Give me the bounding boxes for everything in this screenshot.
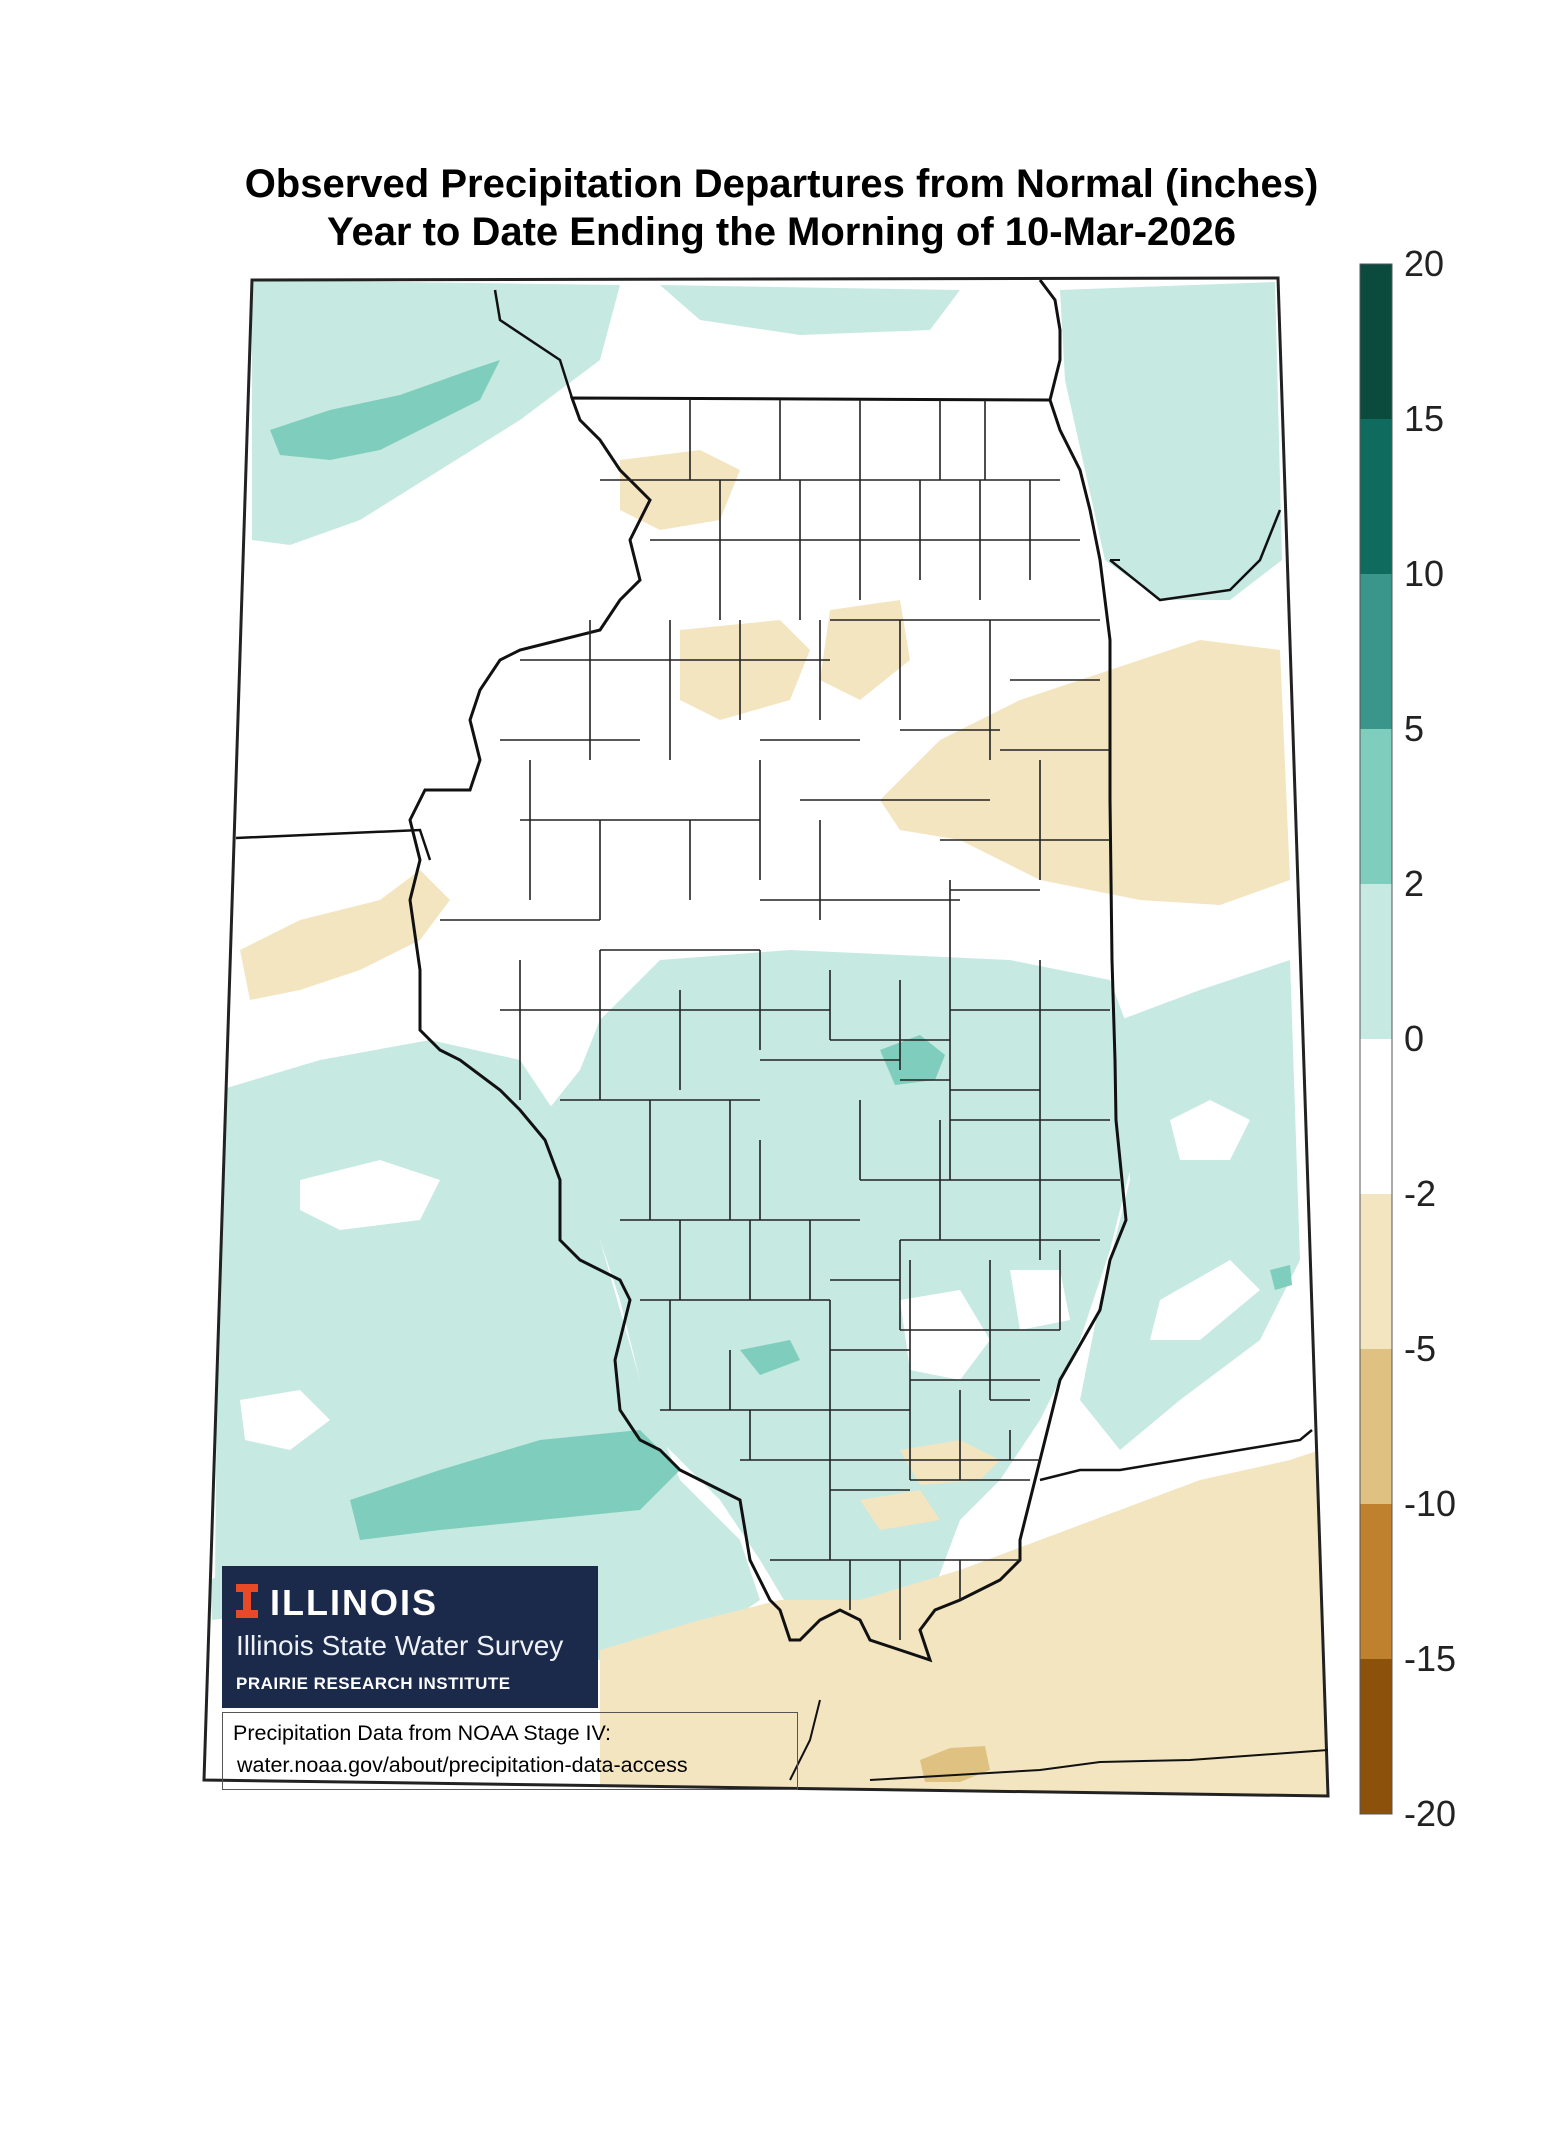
- region-nw-medium: [270, 360, 500, 460]
- region-ncentral-tan: [680, 620, 810, 720]
- logo-institute-name: PRAIRIE RESEARCH INSTITUTE: [236, 1674, 511, 1693]
- colorbar-bin: [1360, 1194, 1392, 1349]
- colorbar-tick-label: 2: [1404, 863, 1425, 904]
- logo-wordmark: ILLINOIS: [270, 1582, 438, 1623]
- lake-michigan-shore: [1038, 279, 1062, 401]
- colorbar-bin: [1360, 264, 1392, 419]
- wisconsin-iowa-line: [493, 289, 574, 399]
- region-se-tan: [900, 1440, 1000, 1485]
- colorbar-tick-label: 5: [1404, 708, 1425, 749]
- map-title-line2: Year to Date Ending the Morning of 10-Ma…: [326, 210, 1237, 254]
- source-line-1: Precipitation Data from NOAA Stage IV:: [233, 1721, 612, 1745]
- colorbar-border: [1359, 263, 1393, 1815]
- county-boundaries: [440, 400, 1120, 1640]
- departure-field: [204, 278, 1328, 1796]
- colorbar-bin: [1360, 419, 1392, 574]
- tennessee-line: [869, 1749, 1329, 1781]
- region-east-teal: [1080, 960, 1300, 1450]
- colorbar-bin: [1360, 1504, 1392, 1659]
- region-sw-medium: [350, 1430, 680, 1540]
- lake-michigan-east-shore: [1109, 509, 1282, 602]
- region-west-tan: [240, 870, 450, 1000]
- colorbar-bin: [1360, 884, 1392, 1039]
- colorbar-tick-label: 10: [1404, 553, 1445, 594]
- region-ne-tan: [880, 640, 1290, 905]
- logo-agency-name: Illinois State Water Survey: [236, 1630, 564, 1661]
- region-north-teal: [660, 285, 960, 335]
- colorbar-bin: [1360, 729, 1392, 884]
- colorbar-tick-label: -5: [1404, 1328, 1437, 1369]
- illinois-state-boundary: [408, 396, 1128, 1663]
- region-north-tan: [620, 450, 740, 530]
- colorbar-bin: [1360, 574, 1392, 729]
- data-source-note: Precipitation Data from NOAA Stage IV: w…: [222, 1712, 798, 1790]
- region-lake-michigan: [1060, 282, 1282, 600]
- colorbar-tick-label: -20: [1404, 1793, 1457, 1834]
- region-central-medium: [880, 1035, 945, 1085]
- colorbar-tick-label: 0: [1404, 1018, 1425, 1059]
- source-line-2: water.noaa.gov/about/precipitation-data-…: [237, 1753, 688, 1777]
- kentucky-river-line: [1039, 1429, 1313, 1482]
- map-frame: [202, 276, 1330, 1798]
- colorbar: [1359, 263, 1393, 1815]
- colorbar-tick-label: -15: [1404, 1638, 1457, 1679]
- iowa-missouri-line: [235, 828, 432, 861]
- map-title-line1: Observed Precipitation Departures from N…: [244, 162, 1319, 206]
- colorbar-bin: [1360, 1659, 1392, 1814]
- missouri-arkansas-line: [789, 1699, 821, 1781]
- region-sse-tan: [860, 1490, 940, 1530]
- colorbar-bin: [1360, 1349, 1392, 1504]
- colorbar-tick-label: 20: [1404, 243, 1445, 284]
- colorbar-tick-label: 15: [1404, 398, 1445, 439]
- isws-logo: ILLINOIS Illinois State Water Survey PRA…: [222, 1566, 598, 1708]
- colorbar-tick-label: -10: [1404, 1483, 1457, 1524]
- region-ncentral2-tan: [820, 600, 910, 700]
- block-i-icon: [236, 1584, 258, 1618]
- colorbar-tick-label: -2: [1404, 1173, 1437, 1214]
- colorbar-bin: [1360, 1039, 1392, 1194]
